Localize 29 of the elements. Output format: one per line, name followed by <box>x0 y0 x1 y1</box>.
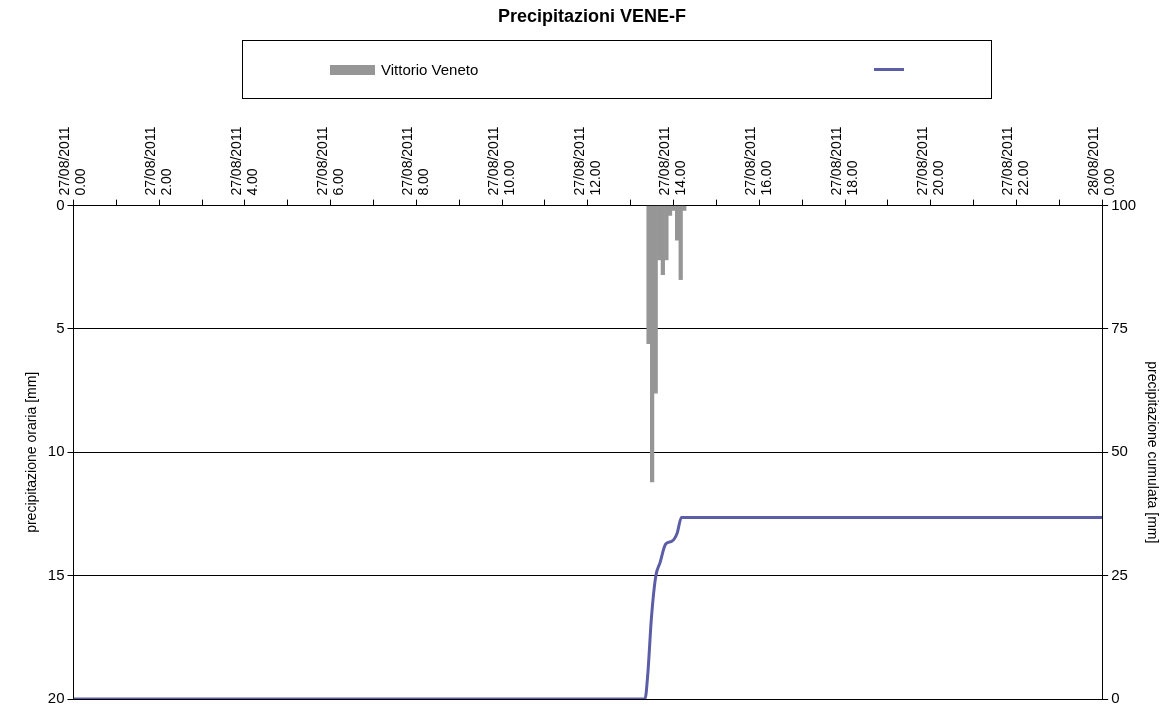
x-tick-label: 27/08/2011 2.00 <box>142 126 175 196</box>
legend-label: Vittorio Veneto <box>381 61 479 78</box>
y2-axis-title: precipitazione cumulata [mm] <box>1144 361 1161 544</box>
x-tick-label: 27/08/2011 18.00 <box>827 126 860 196</box>
x-tick-label: 27/08/2011 14.00 <box>656 126 689 196</box>
y-axis-title: precipitazione oraria [mm] <box>23 371 40 533</box>
x-tick-label: 27/08/2011 16.00 <box>742 126 775 196</box>
x-tick-label: 27/08/2011 0.00 <box>56 126 89 196</box>
y-tick-label: 0 <box>56 195 65 213</box>
bar <box>650 205 655 483</box>
y-tick-label: 20 <box>47 689 65 707</box>
y2-tick-label: 50 <box>1111 442 1128 460</box>
x-tick-label: 28/08/2011 0.00 <box>1085 126 1118 196</box>
chart-title: Precipitazioni VENE-F <box>497 5 687 26</box>
y2-tick-label: 100 <box>1111 195 1137 213</box>
y-tick-label: 10 <box>47 442 65 460</box>
x-tick-label: 27/08/2011 8.00 <box>399 126 432 196</box>
y-tick-label: 15 <box>47 565 65 583</box>
x-tick-label: 27/08/2011 6.00 <box>313 126 346 196</box>
y-tick-label: 5 <box>56 319 65 337</box>
y2-tick-label: 25 <box>1111 565 1128 583</box>
y2-tick-label: 75 <box>1111 319 1128 337</box>
x-tick-label: 27/08/2011 20.00 <box>913 126 946 196</box>
x-tick-label: 27/08/2011 12.00 <box>570 126 603 196</box>
bar <box>678 205 683 280</box>
x-tick-label: 27/08/2011 10.00 <box>484 126 517 196</box>
x-tick-label: 27/08/2011 4.00 <box>227 126 260 196</box>
y2-tick-label: 0 <box>1111 689 1120 707</box>
x-tick-label: 27/08/2011 22.00 <box>999 126 1032 196</box>
